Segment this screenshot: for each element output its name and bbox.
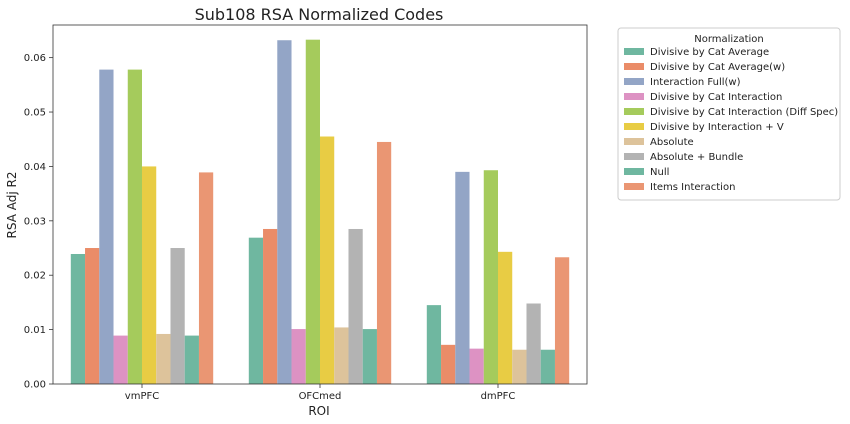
bar: [70, 253, 86, 384]
legend-swatch: [624, 123, 644, 130]
legend-swatch: [624, 153, 644, 160]
legend-label: Divisive by Cat Average(w): [650, 62, 785, 73]
bar: [469, 348, 484, 384]
bar: [554, 257, 570, 384]
bars-group: [70, 39, 570, 384]
y-tick-label: 0.00: [24, 380, 46, 391]
y-tick-label: 0.03: [24, 216, 46, 227]
bar: [426, 305, 442, 384]
bar: [498, 251, 513, 384]
bar: [263, 228, 278, 384]
bar: [455, 171, 470, 384]
legend-label: Divisive by Cat Average: [650, 47, 769, 58]
y-axis-label: RSA Adj R2: [5, 172, 19, 239]
y-tick-label: 0.01: [24, 325, 46, 336]
legend-swatch: [624, 48, 644, 55]
bar: [277, 40, 292, 384]
y-tick-label: 0.02: [24, 271, 46, 282]
legend-swatch: [624, 78, 644, 85]
bar: [291, 329, 306, 384]
legend-label: Items Interaction: [650, 182, 735, 193]
x-tick-label: dmPFC: [481, 391, 516, 402]
chart-title: Sub108 RSA Normalized Codes: [195, 5, 444, 24]
bar: [184, 335, 199, 384]
legend-label: Absolute + Bundle: [650, 152, 743, 163]
bar: [113, 335, 128, 384]
bar: [127, 69, 142, 384]
bar: [483, 170, 498, 384]
bar: [320, 136, 335, 384]
x-axis: vmPFC OFCmed dmPFC: [125, 384, 516, 402]
bar: [142, 166, 157, 384]
legend-label: Divisive by Cat Interaction: [650, 92, 782, 103]
legend-swatch: [624, 183, 644, 190]
bar: [305, 39, 320, 384]
bar: [348, 228, 363, 384]
y-tick-label: 0.05: [24, 108, 46, 119]
legend-title: Normalization: [694, 34, 764, 45]
x-tick-label: OFCmed: [299, 391, 342, 402]
legend-frame: [617, 27, 841, 201]
bar: [170, 248, 185, 384]
bar: [85, 248, 100, 384]
legend-swatch: [624, 108, 644, 115]
bar: [362, 329, 377, 384]
bar: [526, 303, 541, 384]
legend-swatch: [624, 93, 644, 100]
y-axis: 0.00 0.01 0.02 0.03 0.04 0.05 0.06: [24, 53, 53, 391]
y-tick-label: 0.06: [24, 53, 46, 64]
legend-label: Divisive by Interaction + V: [650, 122, 784, 133]
legend-swatch: [624, 168, 644, 175]
legend-swatch: [624, 138, 644, 145]
bar: [99, 69, 114, 384]
plot-frame: [52, 24, 588, 385]
legend-label: Divisive by Cat Interaction (Diff Spec): [650, 107, 838, 118]
legend-label: Absolute: [650, 137, 694, 148]
bar: [512, 349, 527, 384]
x-tick-label: vmPFC: [125, 391, 159, 402]
x-axis-label: ROI: [308, 404, 329, 418]
legend-label: Null: [650, 167, 669, 178]
bar: [156, 333, 171, 384]
bar: [198, 172, 214, 384]
bar: [376, 141, 392, 384]
bar: [441, 344, 456, 384]
bar: [334, 327, 349, 384]
bar: [540, 349, 555, 384]
legend-label: Interaction Full(w): [650, 77, 741, 88]
y-tick-label: 0.04: [24, 162, 46, 173]
bar: [248, 237, 264, 384]
legend-swatch: [624, 63, 644, 70]
legend: Normalization Divisive by Cat Average Div…: [617, 27, 841, 201]
